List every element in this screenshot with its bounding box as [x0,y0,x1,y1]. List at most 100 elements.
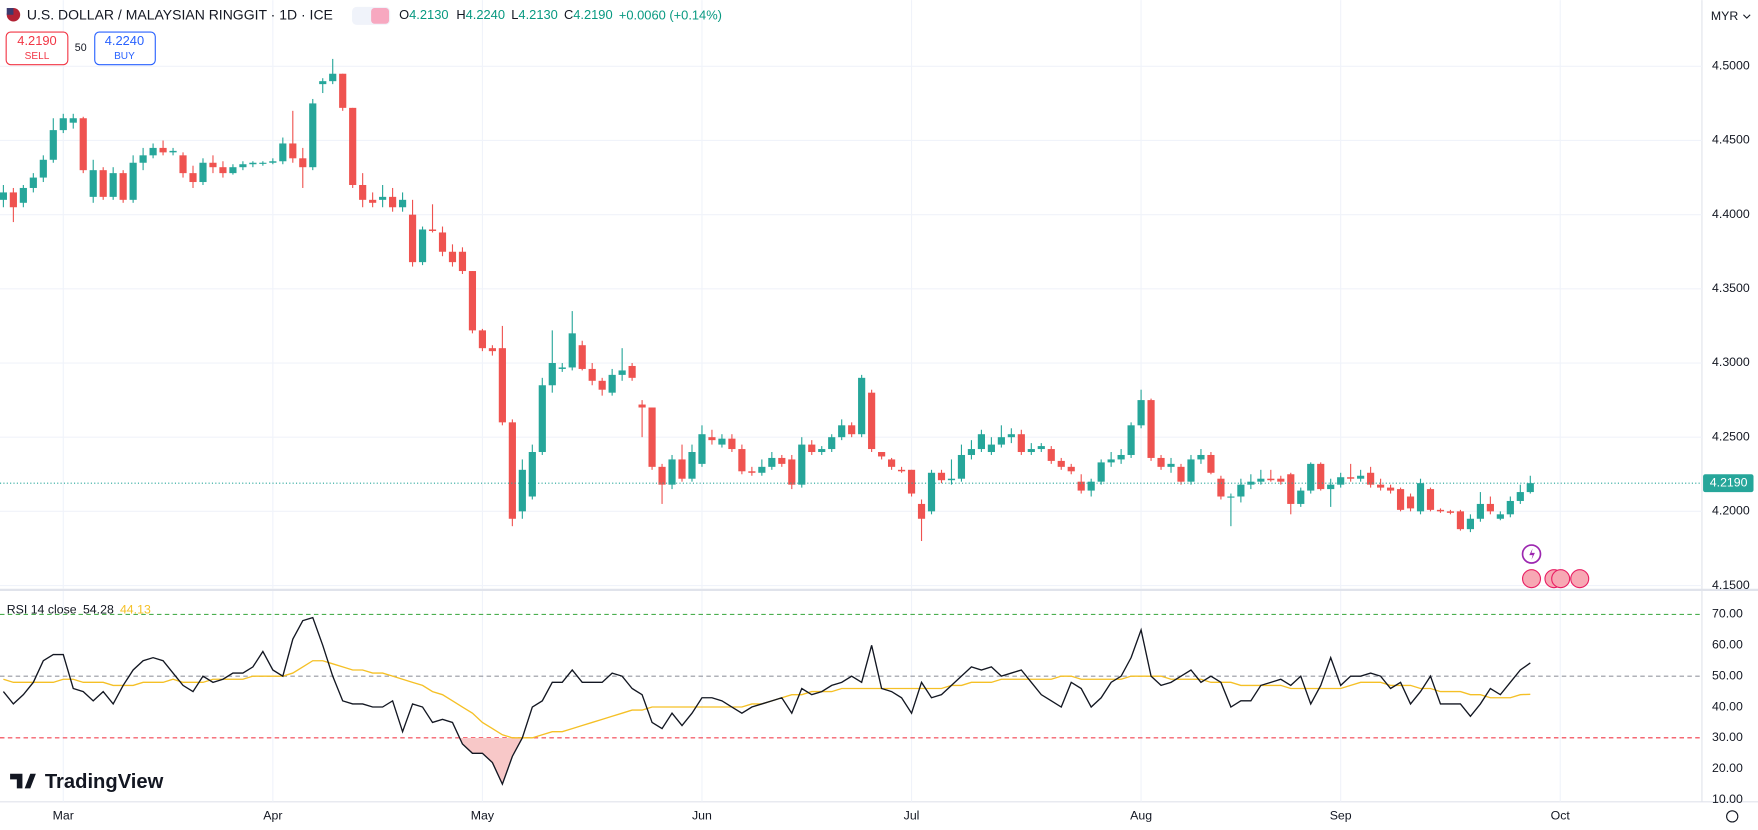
candle-body [159,147,167,153]
candle-body [518,469,526,512]
settings-icon[interactable] [1726,810,1739,823]
y-tick-label: 4.4500 [1712,133,1750,147]
event-flag[interactable] [1521,569,1542,589]
candle-body [329,73,337,82]
candle-body [678,459,686,479]
candle-body [488,348,496,352]
candle-body [1257,478,1265,482]
chevron [1743,14,1751,19]
candle-body [1386,487,1395,491]
candle-body [878,452,886,457]
candle-body [618,370,626,375]
candle-body [1227,496,1235,498]
candle-body [1496,514,1504,519]
candle-body [778,457,786,464]
candle-body [189,173,197,183]
ohlc-value: 4.2130 [518,7,557,22]
candle-body [0,192,7,200]
candle-body [1027,449,1035,453]
candle-body [1087,481,1095,491]
y-tick-label: 4.3000 [1712,355,1750,369]
buy-button[interactable] [94,31,156,66]
candle-body [1416,483,1425,512]
x-tick-label: Mar [53,809,74,823]
currency-selector[interactable]: MYR [1711,9,1738,23]
candle-body [838,425,846,438]
candle-body [1157,457,1165,467]
candle-body [1077,481,1085,491]
candle-body [69,118,77,123]
candle-body [1456,511,1465,530]
labels-layer: U.S. DOLLAR / MALAYSIAN RINGGIT · 1D · I… [5,7,1754,823]
candle-body [39,159,47,178]
candle-body [828,437,836,450]
symbol-title: U.S. DOLLAR / MALAYSIAN RINGGIT · 1D · I… [27,7,333,23]
candle-body [199,162,207,183]
candle-body [169,150,177,153]
candle-body [548,363,556,386]
candle-body [448,251,457,263]
candle-body [1247,481,1255,485]
candle-body [1317,463,1325,490]
y-tick-label: 4.2500 [1712,429,1750,443]
ohlc-label: L [511,7,518,22]
candle-body [1057,460,1065,467]
candle-body [1207,454,1215,473]
candle-body [1217,478,1225,497]
candle-body [468,271,477,331]
candle-body [808,444,816,453]
y-tick-label: 10.00 [1712,792,1743,806]
candle-body [868,392,876,450]
candle-body [428,229,437,231]
candle-body [89,170,97,197]
candle-body [1137,400,1145,426]
candle-body [888,459,896,467]
sell-price: 4.2190 [17,33,56,48]
candle-body [1476,503,1484,519]
candle-body [848,425,856,435]
y-tick-label: 4.3500 [1712,281,1750,295]
candle-body [219,167,227,174]
y-tick-label: 70.00 [1712,607,1743,621]
candle-body [1337,477,1345,485]
candle-body [907,469,916,494]
candle-body [638,404,646,408]
candle-body [319,81,327,85]
candle-body [1506,500,1514,515]
sell-button[interactable] [5,31,69,66]
toggle-active[interactable] [371,8,390,24]
y-tick-label: 30.00 [1712,730,1743,744]
candle-body [758,466,766,473]
candle-body [9,192,17,208]
candle-body [1377,484,1385,488]
candle-body [1177,466,1185,482]
event-flag[interactable] [1570,569,1590,589]
spread: 50 [75,42,87,54]
candle-body [59,118,67,131]
ohlc-label: H [456,7,465,22]
candle-body [1516,492,1524,501]
candle-body [1147,400,1155,458]
candle-body [269,161,277,163]
ohlc-l: L4.2130 [511,7,558,22]
candle-body [1127,425,1135,455]
candle-body [648,407,656,467]
sell-label: SELL [25,51,50,62]
y-tick-label: 4.1500 [1712,578,1750,592]
candle-body [1007,434,1015,438]
candle-body [249,162,257,165]
candle-body [1486,503,1494,512]
candle-body [738,449,746,472]
marks-layer [0,58,1702,786]
candle-body [1396,489,1405,510]
candle-body [109,173,117,197]
event-flag[interactable] [1551,569,1571,589]
candle-body [1406,496,1415,509]
x-tick-label: Oct [1551,809,1571,823]
candle-body [927,472,936,512]
candle-body [289,143,297,159]
y-tick-label: 4.5000 [1712,59,1750,73]
candle-body [389,196,397,208]
